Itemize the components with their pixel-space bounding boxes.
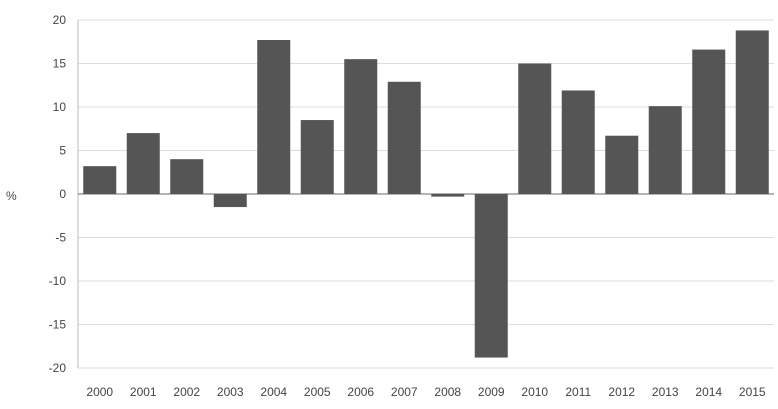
x-tick-label: 2006 xyxy=(347,385,374,399)
bar-2003 xyxy=(213,194,247,208)
grid-lines xyxy=(78,19,774,369)
bar-2006 xyxy=(344,59,378,195)
x-tick-label: 2011 xyxy=(565,385,591,399)
y-tick-label: 5 xyxy=(59,144,66,158)
x-tick-label: 2007 xyxy=(391,385,418,399)
x-tick-label: 2012 xyxy=(608,385,635,399)
bar-2005 xyxy=(300,120,334,194)
bar-2002 xyxy=(170,159,204,194)
bar-2001 xyxy=(126,133,160,194)
x-tick-label: 2000 xyxy=(86,385,113,399)
y-tick-label: -5 xyxy=(55,231,66,245)
x-tick-label: 2009 xyxy=(478,385,505,399)
y-axis-label: % xyxy=(6,189,17,203)
x-tick-label: 2002 xyxy=(173,385,200,399)
x-tick-label: 2003 xyxy=(217,385,244,399)
x-tick-label: 2001 xyxy=(130,385,157,399)
y-tick-labels: 20 15 10 5 0 -5 -10 -15 -20 xyxy=(49,13,67,375)
bar-2007 xyxy=(387,81,421,194)
bar-2004 xyxy=(257,40,291,195)
x-tick-label: 2004 xyxy=(260,385,287,399)
x-tick-label: 2008 xyxy=(434,385,461,399)
y-tick-label: -10 xyxy=(49,274,67,288)
bar-2013 xyxy=(648,106,682,194)
bar-2012 xyxy=(605,135,639,194)
y-tick-label: 0 xyxy=(59,187,66,201)
x-tick-label: 2014 xyxy=(695,385,722,399)
bars xyxy=(83,30,769,358)
bar-2009 xyxy=(474,194,508,358)
y-tick-label: 10 xyxy=(53,100,67,114)
bar-2015 xyxy=(735,30,769,194)
x-tick-label: 2013 xyxy=(652,385,679,399)
bar-2010 xyxy=(518,63,552,194)
y-tick-label: 20 xyxy=(53,13,67,27)
x-tick-labels: 2000 2001 2002 2003 2004 2005 2006 2007 2008 2009… xyxy=(86,385,766,399)
x-tick-label: 2005 xyxy=(304,385,331,399)
y-tick-label: 15 xyxy=(53,57,67,71)
bar-2011 xyxy=(561,90,595,194)
x-tick-label: 2015 xyxy=(739,385,766,399)
x-tick-label: 2010 xyxy=(521,385,548,399)
bar-2008 xyxy=(431,194,465,197)
y-tick-label: -20 xyxy=(49,361,67,375)
bar-2014 xyxy=(692,49,726,194)
bar-2000 xyxy=(83,166,117,194)
y-tick-label: -15 xyxy=(49,318,67,332)
